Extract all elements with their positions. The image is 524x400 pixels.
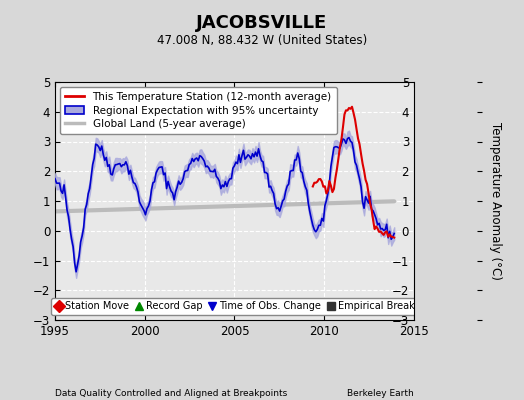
Text: JACOBSVILLE: JACOBSVILLE [196,14,328,32]
Text: Data Quality Controlled and Aligned at Breakpoints: Data Quality Controlled and Aligned at B… [55,389,287,398]
Y-axis label: Temperature Anomaly (°C): Temperature Anomaly (°C) [489,122,502,280]
Legend: Station Move, Record Gap, Time of Obs. Change, Empirical Break: Station Move, Record Gap, Time of Obs. C… [51,298,418,315]
Text: Berkeley Earth: Berkeley Earth [347,389,414,398]
Text: 47.008 N, 88.432 W (United States): 47.008 N, 88.432 W (United States) [157,34,367,47]
